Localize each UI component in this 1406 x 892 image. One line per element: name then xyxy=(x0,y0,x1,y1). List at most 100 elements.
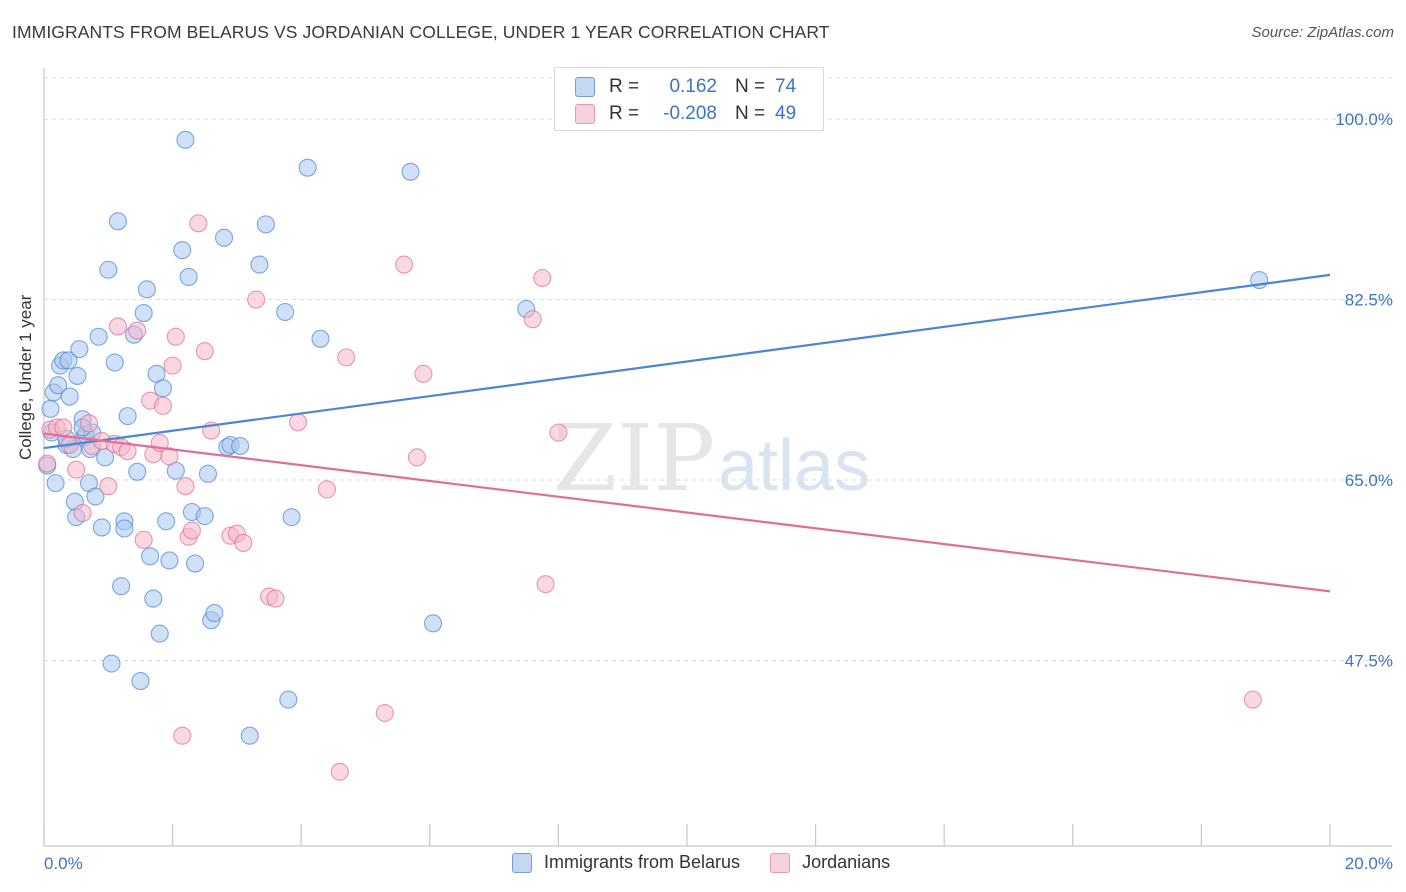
belarus-point xyxy=(176,130,195,149)
belarus-point xyxy=(128,462,147,481)
belarus-point xyxy=(279,690,298,709)
belarus-point xyxy=(134,303,153,323)
belarus-point xyxy=(179,267,198,287)
jordanian-point xyxy=(163,356,182,375)
jordanian-point xyxy=(549,423,568,442)
belarus-point xyxy=(256,215,275,234)
y-tick-label: 100.0% xyxy=(1335,110,1393,129)
y-tick-label: 65.0% xyxy=(1345,471,1393,490)
jordanian-point xyxy=(166,327,185,346)
belarus-point xyxy=(105,353,124,372)
watermark-atlas: atlas xyxy=(718,426,870,506)
belarus-point xyxy=(144,589,163,608)
legend-label-belarus: Immigrants from Belarus xyxy=(544,852,741,872)
belarus-point xyxy=(298,158,317,177)
belarus-point xyxy=(46,474,65,493)
n-label: N = xyxy=(735,103,766,124)
belarus-point xyxy=(92,518,111,537)
jordanian-point xyxy=(189,214,208,233)
belarus-point xyxy=(141,547,160,566)
stats-legend: R = 0.162 N = 74 R = -0.208 N = 49 xyxy=(554,67,824,131)
legend-item-belarus[interactable]: Immigrants from Belarus xyxy=(512,852,740,873)
belarus-point xyxy=(186,554,205,573)
belarus-point xyxy=(205,603,224,623)
jordanians-swatch xyxy=(575,104,595,124)
jordanian-point xyxy=(128,321,147,340)
belarus-swatch xyxy=(575,77,595,97)
n-value: 74 xyxy=(775,76,797,97)
chart-source: Source: ZipAtlas.com xyxy=(1251,24,1394,41)
jordanian-point xyxy=(247,290,266,309)
jordanian-trendline xyxy=(43,432,1331,593)
belarus-point xyxy=(150,624,169,643)
jordanians-legend-swatch xyxy=(770,852,791,873)
belarus-point xyxy=(49,376,68,395)
jordanian-point xyxy=(182,521,201,540)
r-value: -0.208 xyxy=(663,103,717,124)
x-tick-label: 20.0% xyxy=(1345,854,1393,873)
jordanian-point xyxy=(407,448,426,467)
belarus-point xyxy=(198,464,218,483)
n-value: 49 xyxy=(775,103,797,124)
jordanian-point xyxy=(337,348,356,367)
jordanian-point xyxy=(1243,690,1262,709)
y-axis-label: College, Under 1 year xyxy=(16,294,35,460)
jordanian-point xyxy=(536,575,555,594)
jordanian-point xyxy=(134,530,153,549)
jordanian-point xyxy=(108,317,127,336)
belarus-point xyxy=(282,508,301,527)
belarus-point xyxy=(137,280,156,299)
jordanian-point xyxy=(234,533,253,552)
belarus-point xyxy=(59,351,78,370)
belarus-point xyxy=(157,512,176,531)
jordanian-point xyxy=(375,703,394,723)
r-label: R = xyxy=(609,103,640,124)
jordanian-point xyxy=(153,396,173,415)
jordanian-point xyxy=(67,460,86,479)
belarus-point xyxy=(115,519,134,538)
jordanian-point xyxy=(330,762,349,781)
belarus-point xyxy=(102,654,121,673)
belarus-point xyxy=(423,614,443,633)
r-value: 0.162 xyxy=(669,76,717,97)
y-tick-label: 47.5% xyxy=(1345,651,1393,670)
jordanian-point xyxy=(118,442,137,461)
jordanian-point xyxy=(195,342,214,361)
y-tick-label: 82.5% xyxy=(1345,291,1393,310)
belarus-point xyxy=(41,399,60,418)
stats-legend-row-jordanians: R = -0.208 N = 49 xyxy=(575,101,796,127)
watermark-zip: ZIP xyxy=(553,405,715,512)
jordanian-point xyxy=(176,477,195,496)
jordanian-point xyxy=(38,454,57,473)
jordanian-point xyxy=(533,268,552,288)
belarus-point xyxy=(311,329,330,348)
x-tick-label: 0.0% xyxy=(44,854,83,873)
belarus-point xyxy=(108,212,127,231)
jordanian-point xyxy=(414,364,433,383)
belarus-point xyxy=(231,436,250,456)
belarus-point xyxy=(118,407,137,426)
belarus-point xyxy=(250,255,269,274)
jordanian-point xyxy=(54,418,73,437)
jordanian-point xyxy=(160,447,179,466)
belarus-point xyxy=(99,260,118,279)
belarus-point xyxy=(153,379,173,398)
belarus-point xyxy=(86,487,105,506)
belarus-point xyxy=(160,551,179,570)
jordanian-point xyxy=(395,255,414,274)
legend-item-jordanians[interactable]: Jordanians xyxy=(770,852,890,873)
belarus-legend-swatch xyxy=(512,852,532,873)
belarus-point xyxy=(195,507,214,526)
r-label: R = xyxy=(609,76,640,97)
belarus-point xyxy=(276,302,295,322)
stats-legend-row-belarus: R = 0.162 N = 74 xyxy=(575,74,796,100)
belarus-point xyxy=(401,162,420,181)
belarus-point xyxy=(68,366,87,385)
legend-label-jordanians: Jordanians xyxy=(802,852,891,872)
jordanian-point xyxy=(317,480,336,499)
jordanian-point xyxy=(99,477,118,496)
belarus-point xyxy=(112,577,131,596)
jordanian-point xyxy=(288,413,308,432)
belarus-trendline xyxy=(43,273,1331,450)
